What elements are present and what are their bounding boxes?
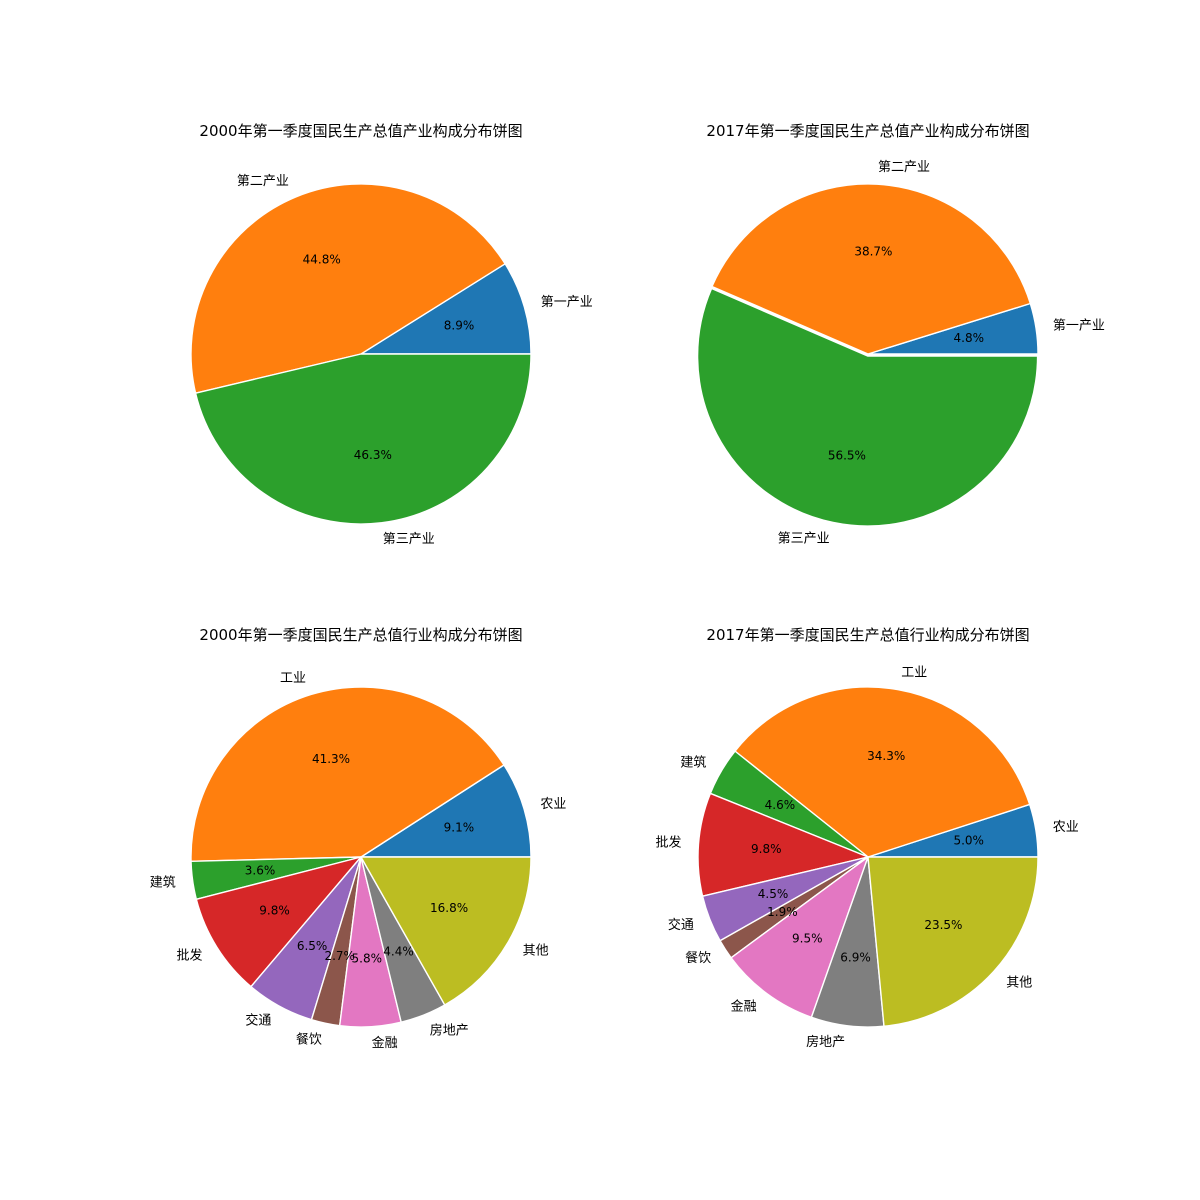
slice-percent-label: 44.8% bbox=[303, 252, 341, 266]
pie-slice bbox=[360, 263, 532, 355]
pie-slice bbox=[867, 856, 1039, 1027]
slice-percent-label: 46.3% bbox=[354, 448, 392, 462]
slice-percent-label: 4.4% bbox=[383, 944, 414, 958]
slice-percent-label: 4.8% bbox=[954, 331, 985, 345]
pie-slice bbox=[696, 287, 1039, 527]
slice-label: 第一产业 bbox=[541, 295, 593, 310]
slice-percent-label: 9.5% bbox=[792, 932, 823, 946]
slice-label: 其他 bbox=[1006, 975, 1032, 990]
chart-title: 2000年第一季度国民生产总值行业构成分布饼图 bbox=[199, 626, 522, 644]
pie-chart-2000-sector: 2000年第一季度国民生产总值产业构成分布饼图 第一产业 8.9% 第二产业 44.8… bbox=[190, 122, 593, 547]
slice-percent-label: 6.9% bbox=[840, 951, 871, 965]
slice-percent-label: 2.7% bbox=[324, 949, 355, 963]
pie-slice bbox=[711, 183, 1032, 355]
pie-slice bbox=[190, 183, 506, 394]
pie-slice bbox=[360, 856, 532, 1006]
slice-percent-label: 5.0% bbox=[953, 834, 984, 848]
pie-chart-2000-industry: 2000年第一季度国民生产总值行业构成分布饼图 农业 9.1% 工业 41.3% 建筑 3… bbox=[150, 626, 567, 1051]
slice-label: 餐饮 bbox=[685, 950, 711, 966]
slice-percent-label: 34.3% bbox=[867, 749, 905, 763]
chart-title: 2017年第一季度国民生产总值行业构成分布饼图 bbox=[706, 626, 1029, 644]
slice-label: 房地产 bbox=[806, 1034, 845, 1050]
slice-percent-label: 4.6% bbox=[765, 798, 796, 812]
pie-slice bbox=[194, 353, 532, 525]
slice-percent-label: 56.5% bbox=[828, 448, 866, 462]
slice-label: 建筑 bbox=[680, 754, 706, 770]
pie-slice bbox=[195, 856, 362, 988]
slice-percent-label: 23.5% bbox=[924, 918, 962, 932]
slice-label: 第三产业 bbox=[383, 532, 435, 547]
slice-label: 第二产业 bbox=[878, 160, 930, 175]
pie-slice bbox=[360, 764, 532, 858]
slice-label: 房地产 bbox=[430, 1022, 469, 1038]
slice-label: 第一产业 bbox=[1053, 318, 1105, 333]
slice-percent-label: 4.5% bbox=[758, 887, 789, 901]
slice-label: 工业 bbox=[901, 666, 927, 681]
chart-title: 2000年第一季度国民生产总值产业构成分布饼图 bbox=[199, 122, 522, 140]
slice-label: 工业 bbox=[280, 671, 306, 686]
slice-label: 交通 bbox=[245, 1013, 271, 1029]
slice-percent-label: 38.7% bbox=[854, 245, 892, 259]
slice-percent-label: 41.3% bbox=[312, 752, 350, 766]
slice-percent-label: 3.6% bbox=[245, 864, 276, 878]
pie-slice bbox=[697, 792, 869, 897]
slice-percent-label: 9.8% bbox=[259, 904, 290, 918]
slice-label: 建筑 bbox=[150, 874, 176, 890]
slice-label: 第二产业 bbox=[237, 174, 289, 189]
slice-label: 交通 bbox=[668, 917, 694, 933]
pie-slice bbox=[190, 686, 505, 862]
slice-label: 批发 bbox=[655, 834, 681, 850]
slice-label: 批发 bbox=[176, 948, 202, 964]
slice-label: 第三产业 bbox=[778, 532, 830, 547]
slice-percent-label: 9.1% bbox=[444, 821, 475, 835]
pie-slice bbox=[730, 856, 869, 1019]
slice-percent-label: 9.8% bbox=[751, 842, 782, 856]
slice-percent-label: 1.9% bbox=[767, 905, 798, 919]
slice-label: 其他 bbox=[523, 944, 549, 959]
slice-percent-label: 8.9% bbox=[444, 318, 475, 332]
pie-chart-2017-sector: 2017年第一季度国民生产总值产业构成分布饼图 第一产业 4.8% 第二产业 38.7… bbox=[696, 122, 1105, 547]
slice-percent-label: 16.8% bbox=[430, 901, 468, 915]
slice-label: 农业 bbox=[1053, 820, 1079, 835]
slice-label: 农业 bbox=[540, 797, 566, 812]
slice-percent-label: 6.5% bbox=[297, 939, 328, 953]
slice-label: 餐饮 bbox=[296, 1031, 322, 1047]
pie-slice bbox=[734, 686, 1031, 858]
slice-label: 金融 bbox=[372, 1035, 398, 1051]
pie-chart-2017-industry: 2017年第一季度国民生产总值行业构成分布饼图 农业 5.0% 工业 34.3% 建筑 4… bbox=[655, 626, 1078, 1050]
slice-label: 金融 bbox=[731, 999, 757, 1015]
slice-percent-label: 5.8% bbox=[352, 951, 383, 965]
chart-title: 2017年第一季度国民生产总值产业构成分布饼图 bbox=[706, 122, 1029, 140]
